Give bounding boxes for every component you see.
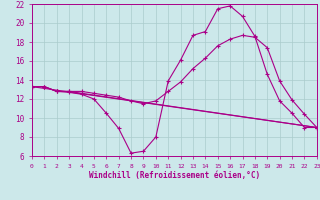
- X-axis label: Windchill (Refroidissement éolien,°C): Windchill (Refroidissement éolien,°C): [89, 171, 260, 180]
